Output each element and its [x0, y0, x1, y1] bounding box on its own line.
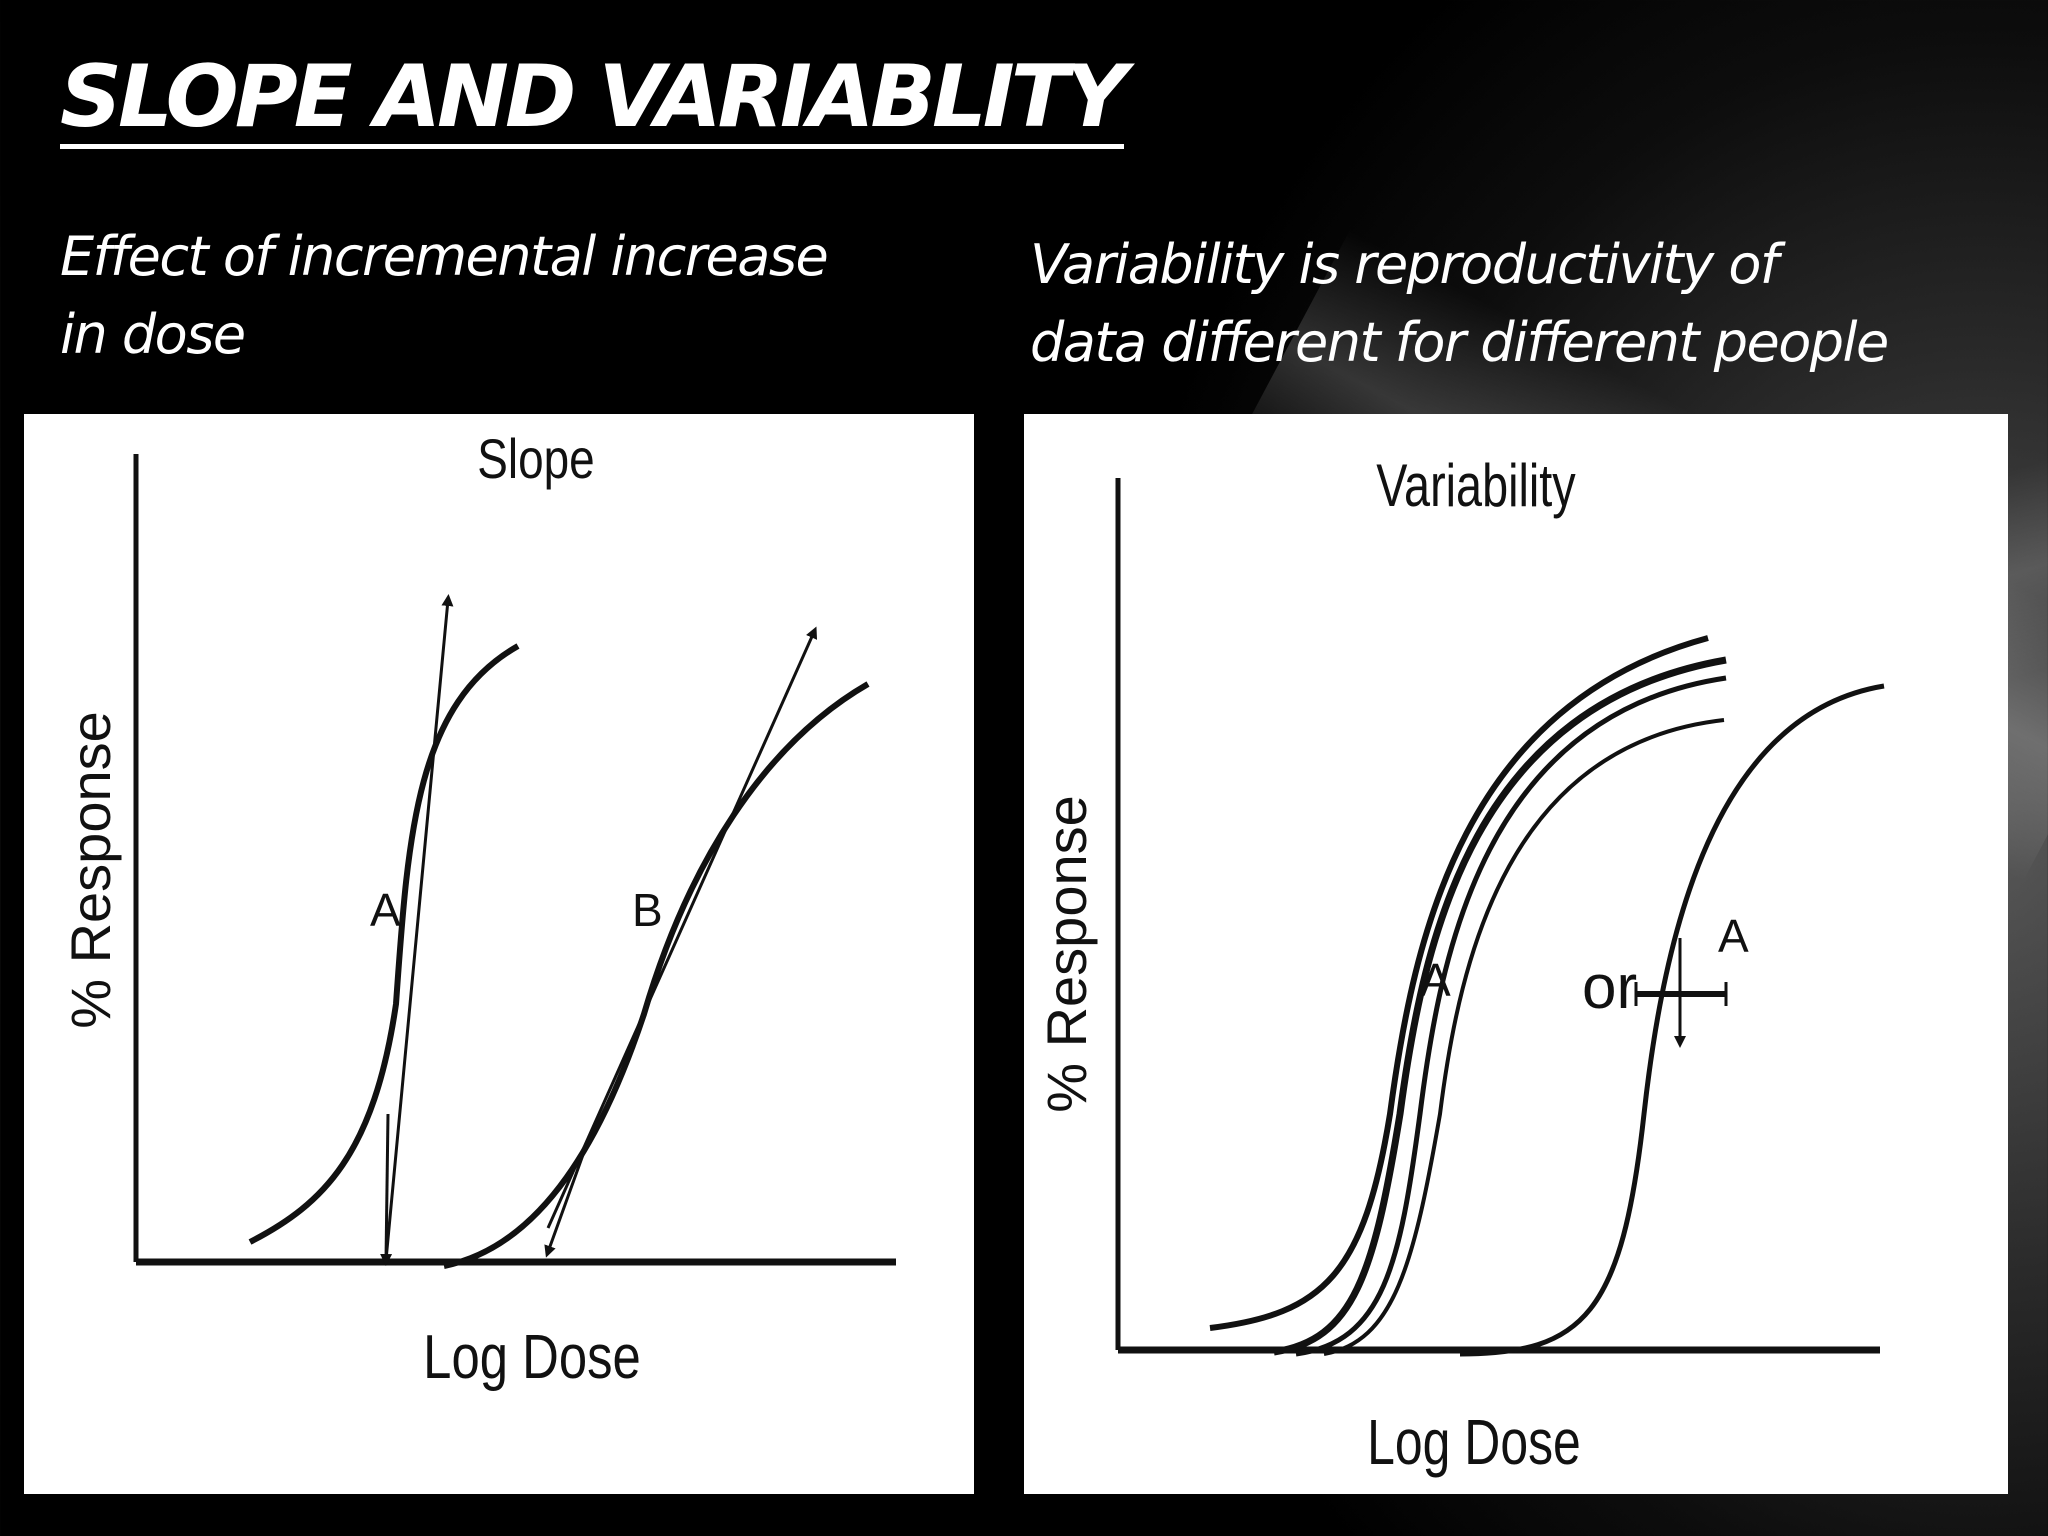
right-caption-line-1: Variability is reproductivity of — [1030, 233, 1779, 296]
slide-title: SLOPE AND VARIABLITY — [60, 52, 1128, 150]
variable-curve — [1209, 635, 1709, 1331]
variable-curve — [1273, 656, 1727, 1356]
variability-figure: Variability % Response Log Dose A or A — [1035, 452, 1885, 1478]
left-caption: Effect of incremental increase in dose — [60, 218, 829, 374]
variability-figure-title: Variability — [1376, 452, 1575, 519]
slope-b-tangent-arrow — [546, 626, 818, 1229]
variable-curve — [1295, 675, 1727, 1357]
or-label: or — [1582, 953, 1637, 1022]
curve-a — [248, 643, 520, 1245]
x-axis-label: Log Dose — [1367, 1407, 1581, 1478]
slope-b-down-arrow — [544, 1151, 586, 1258]
right-caption: Variability is reproductivity of data di… — [1030, 226, 1889, 382]
single-shifted-curve — [1459, 683, 1885, 1357]
right-caption-line-2: data different for different people — [1030, 311, 1889, 374]
curve-b — [443, 681, 870, 1269]
slope-a-tangent-arrow — [384, 594, 454, 1261]
y-axis-label: % Response — [1035, 795, 1098, 1113]
curve-group-label-a: A — [1420, 954, 1451, 1006]
left-caption-line-1: Effect of incremental increase — [60, 225, 829, 288]
slope-a-down-arrow — [380, 1113, 393, 1266]
left-caption-line-2: in dose — [60, 303, 246, 366]
variability-figure-panel: Variability % Response Log Dose A or A — [1024, 414, 2008, 1494]
single-curve-label-a: A — [1718, 910, 1749, 962]
x-axis-label: Log Dose — [423, 1323, 641, 1392]
variable-curve-group — [1209, 635, 1727, 1357]
slope-figure: Slope % Response Log Dose A B — [59, 428, 896, 1392]
slope-figure-panel: Slope % Response Log Dose A B — [24, 414, 974, 1494]
curve-label-b: B — [632, 884, 663, 936]
slope-figure-title: Slope — [477, 428, 594, 490]
curve-label-a: A — [370, 884, 401, 936]
variable-curve — [1323, 718, 1725, 1356]
y-axis-label: % Response — [59, 711, 122, 1029]
